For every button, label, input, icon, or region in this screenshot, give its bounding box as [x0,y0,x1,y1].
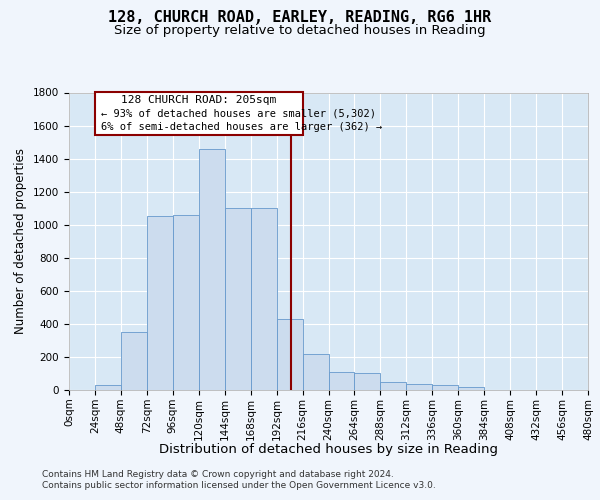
Bar [147,216,173,390]
Bar [225,208,251,390]
Bar [355,374,380,390]
Bar [173,215,199,390]
FancyBboxPatch shape [95,92,302,136]
Text: ← 93% of detached houses are smaller (5,302): ← 93% of detached houses are smaller (5,… [101,108,376,118]
Bar [121,332,147,390]
Text: Contains HM Land Registry data © Crown copyright and database right 2024.: Contains HM Land Registry data © Crown c… [42,470,394,479]
Bar [406,384,432,390]
Text: 128, CHURCH ROAD, EARLEY, READING, RG6 1HR: 128, CHURCH ROAD, EARLEY, READING, RG6 1… [109,10,491,25]
Bar [95,385,121,390]
Text: Size of property relative to detached houses in Reading: Size of property relative to detached ho… [114,24,486,37]
Bar [329,372,355,390]
Y-axis label: Number of detached properties: Number of detached properties [14,148,28,334]
Bar [432,385,458,390]
Text: 128 CHURCH ROAD: 205sqm: 128 CHURCH ROAD: 205sqm [121,94,277,104]
Bar [199,148,224,390]
Bar [251,208,277,390]
Bar [277,319,302,390]
Text: Distribution of detached houses by size in Reading: Distribution of detached houses by size … [160,442,499,456]
Bar [302,354,329,390]
Bar [458,387,484,390]
Text: 6% of semi-detached houses are larger (362) →: 6% of semi-detached houses are larger (3… [101,122,383,132]
Bar [380,382,406,390]
Text: Contains public sector information licensed under the Open Government Licence v3: Contains public sector information licen… [42,481,436,490]
